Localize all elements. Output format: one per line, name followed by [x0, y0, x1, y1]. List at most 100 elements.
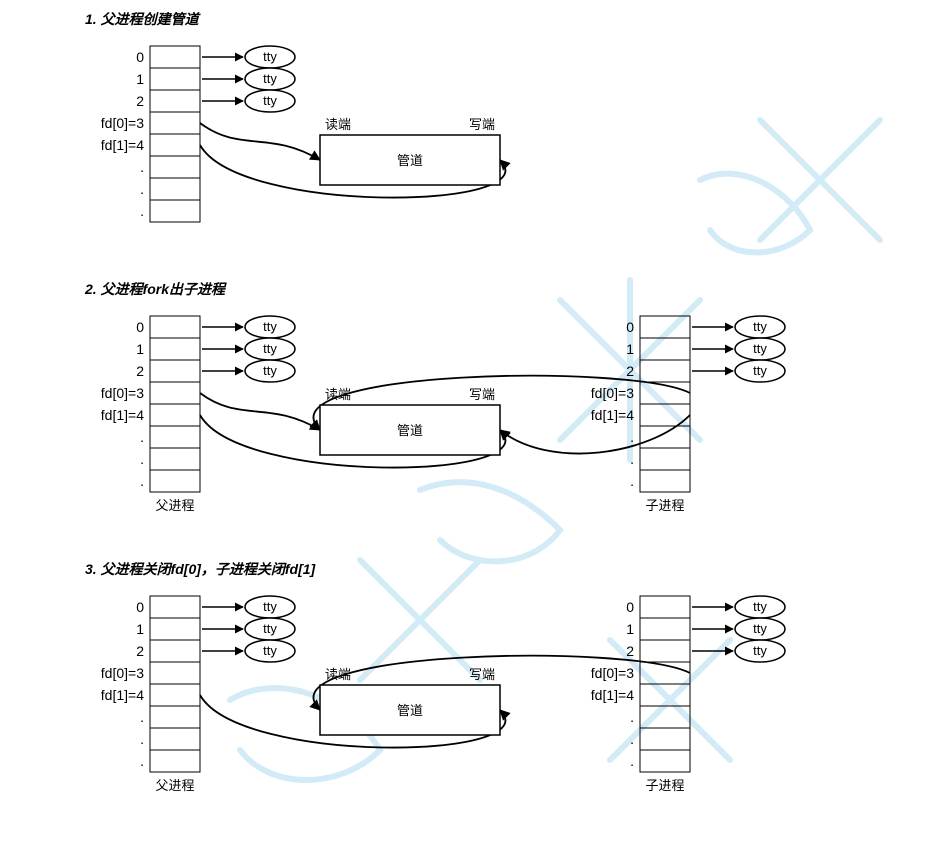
- fd-label: 1: [136, 621, 144, 637]
- tty-label: tty: [753, 621, 767, 636]
- fd-cell: [150, 200, 200, 222]
- tty-label: tty: [263, 621, 277, 636]
- pipe-label: 管道: [397, 423, 423, 438]
- fd-label: .: [630, 709, 634, 725]
- fd-cell: [150, 46, 200, 68]
- fd-label: fd[0]=3: [101, 665, 144, 681]
- fd-label: fd[0]=3: [591, 385, 634, 401]
- tty-label: tty: [263, 319, 277, 334]
- fd-cell: [150, 448, 200, 470]
- pipe-fork-diagram: 1. 父进程创建管道 0 tty 1 tty 2 tty fd[0]=3 fd[1]=4... 管…: [0, 0, 937, 861]
- tty-label: tty: [263, 643, 277, 658]
- fd-label: 1: [136, 71, 144, 87]
- fd-label: 1: [136, 341, 144, 357]
- fd-cell: [640, 750, 690, 772]
- fd-cell: [150, 662, 200, 684]
- fd-cell: [640, 448, 690, 470]
- fd-label: .: [140, 451, 144, 467]
- fd-cell: [150, 316, 200, 338]
- fd-label: .: [630, 451, 634, 467]
- fd-cell: [640, 360, 690, 382]
- fd-label: .: [140, 709, 144, 725]
- pipe-read-label: 读端: [325, 117, 351, 132]
- tty-label: tty: [263, 93, 277, 108]
- fd-cell: [150, 706, 200, 728]
- process-caption: 子进程: [645, 498, 684, 513]
- fd-cell: [150, 68, 200, 90]
- fd-label: 2: [626, 363, 634, 379]
- fd-cell: [150, 338, 200, 360]
- fd-cell: [150, 134, 200, 156]
- fd-cell: [150, 90, 200, 112]
- tty-label: tty: [263, 49, 277, 64]
- fd-label: fd[0]=3: [591, 665, 634, 681]
- fd-cell: [640, 596, 690, 618]
- fd-label: 2: [136, 363, 144, 379]
- fd-cell: [150, 596, 200, 618]
- fd-label: .: [140, 429, 144, 445]
- tty-label: tty: [263, 71, 277, 86]
- fd-label: 2: [626, 643, 634, 659]
- fd-label: .: [630, 473, 634, 489]
- process-caption: 子进程: [645, 778, 684, 793]
- fd-label: .: [630, 429, 634, 445]
- fd-label: 2: [136, 643, 144, 659]
- pipe-write-label: 写端: [469, 667, 495, 682]
- pipe-write-label: 写端: [469, 387, 495, 402]
- fd-label: 0: [626, 599, 634, 615]
- fd-cell: [640, 426, 690, 448]
- fd-label: .: [140, 753, 144, 769]
- pipe-read-label: 读端: [325, 667, 351, 682]
- fd-cell: [640, 640, 690, 662]
- fd-label: fd[1]=4: [591, 407, 634, 423]
- fd-cell: [150, 684, 200, 706]
- pipe-write-label: 写端: [469, 117, 495, 132]
- section-title: 2. 父进程fork出子进程: [84, 281, 227, 297]
- fd-label: fd[1]=4: [101, 137, 144, 153]
- process-caption: 父进程: [155, 498, 194, 513]
- fd-cell: [150, 618, 200, 640]
- fd-label: .: [140, 473, 144, 489]
- fd-label: 0: [136, 599, 144, 615]
- tty-label: tty: [753, 319, 767, 334]
- fd-cell: [150, 728, 200, 750]
- fd-cell: [150, 750, 200, 772]
- fd-cell: [640, 728, 690, 750]
- tty-label: tty: [753, 643, 767, 658]
- fd-cell: [150, 404, 200, 426]
- pipe-label: 管道: [397, 703, 423, 718]
- tty-label: tty: [263, 599, 277, 614]
- fd-label: fd[1]=4: [101, 407, 144, 423]
- fd-label: 0: [626, 319, 634, 335]
- tty-label: tty: [263, 341, 277, 356]
- fd-cell: [150, 470, 200, 492]
- fd-label: .: [140, 159, 144, 175]
- section-title: 1. 父进程创建管道: [85, 11, 202, 27]
- fd-cell: [150, 640, 200, 662]
- tty-label: tty: [753, 341, 767, 356]
- fd-label: .: [140, 203, 144, 219]
- tty-label: tty: [753, 363, 767, 378]
- section-1: 1. 父进程创建管道0tty1tty2ttyfd[0]=3fd[1]=4...管…: [85, 11, 505, 222]
- fd-label: 2: [136, 93, 144, 109]
- fd-label: .: [140, 731, 144, 747]
- fd-label: fd[0]=3: [101, 385, 144, 401]
- fd-cell: [150, 178, 200, 200]
- section-title: 3. 父进程关闭fd[0]，子进程关闭fd[1]: [85, 561, 317, 577]
- section-2: 2. 父进程fork出子进程 0 tty 1 tty 2 tty fd[0]=3 fd[1]=4…: [84, 281, 785, 513]
- fd-cell: [150, 426, 200, 448]
- tty-label: tty: [263, 363, 277, 378]
- fd-label: 0: [136, 49, 144, 65]
- fd-cell: [640, 618, 690, 640]
- fd-label: .: [630, 731, 634, 747]
- fd-cell: [150, 382, 200, 404]
- fd-to-pipe-read-arrow: [200, 393, 320, 430]
- fd-cell: [150, 112, 200, 134]
- fd-label: fd[1]=4: [591, 687, 634, 703]
- fd-label: 1: [626, 341, 634, 357]
- fd-label: .: [140, 181, 144, 197]
- fd-label: fd[0]=3: [101, 115, 144, 131]
- fd-cell: [150, 360, 200, 382]
- fd-label: 1: [626, 621, 634, 637]
- tty-label: tty: [753, 599, 767, 614]
